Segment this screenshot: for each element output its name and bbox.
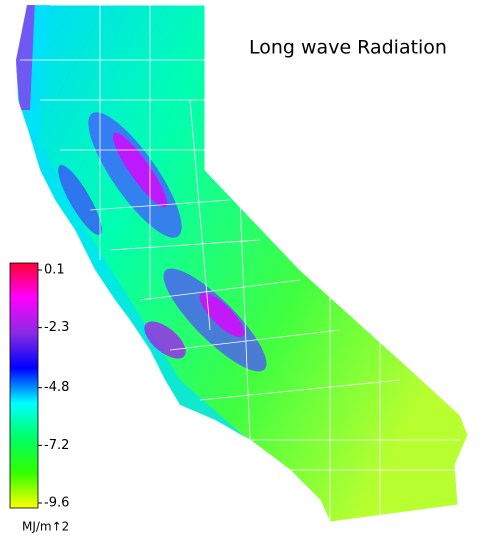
colorbar-tick-label: -9.6: [44, 496, 69, 511]
colorbar-tick-label: 0.1: [44, 263, 65, 278]
colorbar-unit: MJ/m↑2: [22, 520, 69, 534]
colorbar-tick-label: -7.2: [44, 438, 69, 453]
map-title: Long wave Radiation: [249, 37, 447, 59]
california-map: [15, 4, 469, 523]
colorbar: [9, 262, 39, 509]
colorbar-tick-label: -2.3: [44, 320, 69, 335]
colorbar-tick-label: -4.8: [44, 380, 69, 395]
